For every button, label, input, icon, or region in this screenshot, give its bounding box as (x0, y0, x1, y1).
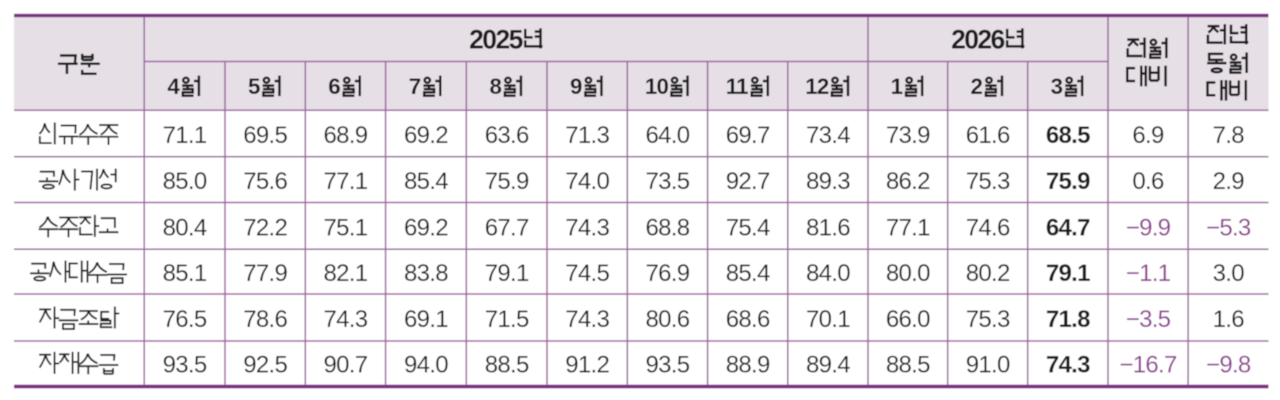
svg-text:2.9: 2.9 (1213, 168, 1245, 195)
svg-text:83.8: 83.8 (404, 260, 448, 287)
svg-text:77.9: 77.9 (243, 260, 287, 287)
svg-text:80.6: 80.6 (645, 306, 689, 333)
svg-text:69.7: 69.7 (726, 122, 770, 149)
svg-text:−9.9: −9.9 (1126, 214, 1171, 241)
svg-text:80.2: 80.2 (966, 260, 1010, 287)
svg-text:6.9: 6.9 (1132, 122, 1164, 149)
svg-text:68.5: 68.5 (1046, 122, 1090, 149)
svg-text:3: 3 (1051, 74, 1063, 99)
svg-text:−16.7: −16.7 (1119, 351, 1177, 378)
svg-text:6: 6 (328, 74, 340, 99)
svg-text:69.2: 69.2 (404, 214, 448, 241)
svg-text:93.5: 93.5 (163, 351, 207, 378)
svg-text:74.0: 74.0 (565, 168, 609, 195)
svg-text:71.8: 71.8 (1046, 306, 1090, 333)
svg-text:2: 2 (971, 74, 983, 99)
svg-text:75.3: 75.3 (966, 306, 1010, 333)
svg-text:76.5: 76.5 (163, 306, 207, 333)
svg-text:2026: 2026 (951, 24, 1004, 54)
svg-text:3.0: 3.0 (1213, 260, 1245, 287)
svg-text:69.1: 69.1 (404, 306, 448, 333)
svg-text:85.1: 85.1 (163, 260, 207, 287)
svg-text:94.0: 94.0 (404, 351, 448, 378)
svg-text:73.4: 73.4 (806, 122, 850, 149)
svg-text:2025: 2025 (469, 24, 522, 54)
svg-text:89.4: 89.4 (806, 351, 850, 378)
svg-text:75.9: 75.9 (1046, 168, 1090, 195)
svg-text:77.1: 77.1 (886, 214, 930, 241)
svg-text:4: 4 (167, 74, 180, 99)
svg-text:64.0: 64.0 (645, 122, 689, 149)
svg-text:85.4: 85.4 (726, 260, 770, 287)
svg-text:7: 7 (409, 74, 421, 99)
svg-text:73.5: 73.5 (645, 168, 689, 195)
svg-text:76.9: 76.9 (645, 260, 689, 287)
svg-text:84.0: 84.0 (806, 260, 850, 287)
svg-text:63.6: 63.6 (485, 122, 529, 149)
svg-text:74.5: 74.5 (565, 260, 609, 287)
svg-text:86.2: 86.2 (886, 168, 930, 195)
svg-text:67.7: 67.7 (485, 214, 529, 241)
svg-text:89.3: 89.3 (806, 168, 850, 195)
svg-text:80.0: 80.0 (886, 260, 930, 287)
svg-text:85.4: 85.4 (404, 168, 448, 195)
svg-text:74.3: 74.3 (323, 306, 367, 333)
svg-text:61.6: 61.6 (966, 122, 1010, 149)
svg-text:9: 9 (570, 74, 582, 99)
svg-text:68.6: 68.6 (726, 306, 770, 333)
svg-text:75.9: 75.9 (485, 168, 529, 195)
svg-text:69.5: 69.5 (243, 122, 287, 149)
svg-text:72.2: 72.2 (243, 214, 287, 241)
svg-text:78.6: 78.6 (243, 306, 287, 333)
svg-text:91.2: 91.2 (565, 351, 609, 378)
svg-text:79.1: 79.1 (1046, 260, 1090, 287)
svg-text:74.3: 74.3 (1046, 351, 1090, 378)
svg-text:12: 12 (805, 74, 829, 99)
svg-text:91.0: 91.0 (966, 351, 1010, 378)
svg-text:66.0: 66.0 (886, 306, 930, 333)
svg-text:8: 8 (489, 74, 501, 99)
svg-text:69.2: 69.2 (404, 122, 448, 149)
svg-text:73.9: 73.9 (886, 122, 930, 149)
svg-text:1: 1 (891, 74, 903, 99)
svg-text:92.7: 92.7 (726, 168, 770, 195)
svg-text:7.8: 7.8 (1213, 122, 1245, 149)
svg-text:68.8: 68.8 (645, 214, 689, 241)
svg-text:85.0: 85.0 (163, 168, 207, 195)
svg-text:71.1: 71.1 (163, 122, 207, 149)
svg-text:82.1: 82.1 (323, 260, 367, 287)
svg-text:11: 11 (726, 74, 748, 99)
svg-text:90.7: 90.7 (323, 351, 367, 378)
svg-text:80.4: 80.4 (163, 214, 207, 241)
svg-text:75.6: 75.6 (243, 168, 287, 195)
svg-text:92.5: 92.5 (243, 351, 287, 378)
svg-text:71.3: 71.3 (565, 122, 609, 149)
svg-text:75.1: 75.1 (323, 214, 367, 241)
svg-text:10: 10 (645, 74, 669, 99)
svg-text:79.1: 79.1 (485, 260, 529, 287)
svg-text:88.5: 88.5 (886, 351, 930, 378)
svg-text:74.3: 74.3 (565, 306, 609, 333)
svg-text:74.6: 74.6 (966, 214, 1010, 241)
svg-text:−1.1: −1.1 (1126, 260, 1171, 287)
svg-text:64.7: 64.7 (1046, 214, 1090, 241)
svg-text:74.3: 74.3 (565, 214, 609, 241)
svg-text:68.9: 68.9 (323, 122, 367, 149)
svg-text:−3.5: −3.5 (1126, 306, 1171, 333)
svg-text:77.1: 77.1 (323, 168, 367, 195)
svg-text:0.6: 0.6 (1132, 168, 1164, 195)
svg-text:5: 5 (248, 74, 260, 99)
svg-text:70.1: 70.1 (806, 306, 850, 333)
svg-text:75.3: 75.3 (966, 168, 1010, 195)
svg-text:1.6: 1.6 (1213, 306, 1245, 333)
svg-text:93.5: 93.5 (645, 351, 689, 378)
svg-text:88.5: 88.5 (485, 351, 529, 378)
svg-text:75.4: 75.4 (726, 214, 770, 241)
svg-text:88.9: 88.9 (726, 351, 770, 378)
svg-text:71.5: 71.5 (485, 306, 529, 333)
svg-text:−9.8: −9.8 (1206, 351, 1251, 378)
svg-text:81.6: 81.6 (806, 214, 850, 241)
svg-text:−5.3: −5.3 (1206, 214, 1251, 241)
